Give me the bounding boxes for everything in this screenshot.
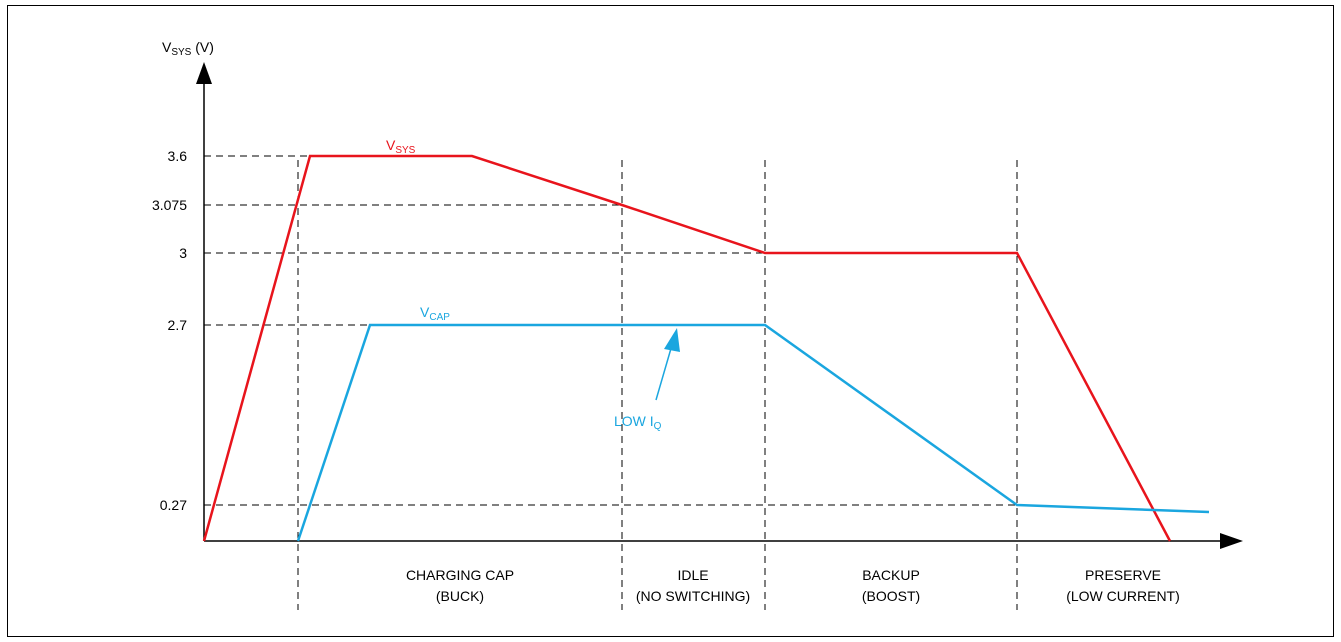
phase-label-backup: BACKUP	[862, 567, 920, 583]
y-axis-title: VSYS (V)	[162, 39, 214, 58]
phase-sub-idle: (NO SWITCHING)	[636, 588, 750, 604]
x-axis-arrow-icon	[1220, 533, 1243, 549]
level-label-3: 3	[179, 245, 187, 261]
vsys-curve	[202, 154, 1172, 542]
phase-label-preserve: PRESERVE	[1085, 567, 1161, 583]
phase-sub-charging: (BUCK)	[436, 588, 484, 604]
y-axis-arrow-icon	[196, 62, 212, 84]
low-iq-label: LOW IQ	[614, 413, 662, 432]
figure-frame	[7, 5, 1334, 637]
vsys-label: VSYS	[386, 137, 416, 156]
phase-sub-backup: (BOOST)	[862, 588, 920, 604]
level-label-3-075: 3.075	[152, 197, 187, 213]
phase-label-idle: IDLE	[677, 567, 708, 583]
phase-label-charging: CHARGING CAP	[406, 567, 514, 583]
low-iq-pointer	[655, 344, 673, 401]
vcap-label: VCAP	[420, 304, 450, 323]
phase-sub-preserve: (LOW CURRENT)	[1066, 588, 1180, 604]
level-label-3-6: 3.6	[168, 148, 188, 164]
vcap-curve	[296, 323, 1210, 542]
low-iq-arrow-icon	[664, 328, 680, 352]
level-label-2-7: 2.7	[168, 317, 188, 333]
level-guides: 3.6 3.075 3 2.7 0.27	[152, 148, 1017, 513]
level-label-0-27: 0.27	[160, 497, 187, 513]
